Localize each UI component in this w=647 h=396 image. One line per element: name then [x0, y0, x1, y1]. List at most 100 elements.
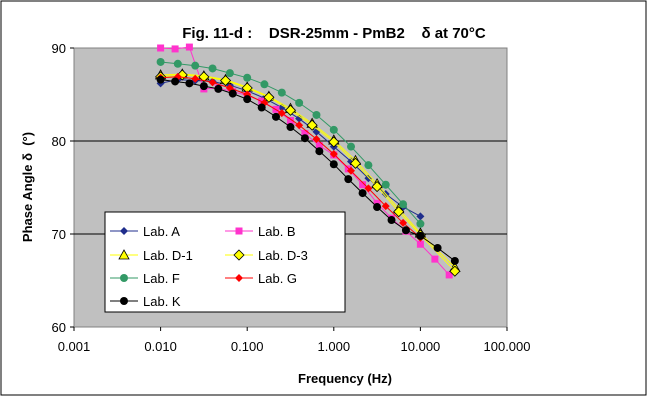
- data-point: [449, 265, 461, 277]
- data-point: [344, 175, 353, 184]
- x-tick-label: 0.010: [144, 339, 177, 354]
- y-axis-title: Phase Angle δ (°): [20, 132, 35, 242]
- data-point: [225, 69, 234, 78]
- legend-item: Lab. D-1: [110, 248, 193, 263]
- legend-label: Lab. B: [258, 224, 296, 239]
- data-point: [243, 73, 252, 82]
- data-point: [156, 75, 165, 84]
- data-point: [393, 206, 405, 218]
- data-point: [173, 59, 182, 68]
- data-point: [399, 200, 408, 209]
- data-point: [387, 216, 396, 225]
- data-point: [295, 98, 304, 107]
- data-point: [191, 74, 200, 83]
- series-line: [160, 61, 421, 225]
- data-point: [359, 181, 367, 189]
- data-point: [364, 161, 373, 170]
- legend-label: Lab. A: [143, 224, 180, 239]
- legend-marker: [120, 227, 128, 235]
- legend-item: Lab. D-3: [225, 248, 308, 263]
- data-point: [260, 80, 269, 89]
- x-tick-label: 10.000: [401, 339, 441, 354]
- data-point: [271, 112, 280, 121]
- data-point: [208, 64, 217, 73]
- data-point: [277, 103, 286, 112]
- chart-title: Fig. 11-d : DSR-25mm - PmB2 δ at 70°C: [182, 25, 486, 42]
- data-point: [329, 150, 338, 159]
- y-tick-label: 80: [52, 134, 66, 149]
- data-point: [277, 88, 286, 97]
- legend-label: Lab. F: [143, 271, 180, 286]
- data-point: [228, 89, 237, 98]
- data-point: [433, 243, 442, 252]
- data-point: [364, 184, 373, 193]
- data-point: [198, 71, 210, 83]
- data-point: [445, 271, 453, 279]
- data-point: [381, 180, 390, 189]
- data-point: [191, 61, 200, 70]
- data-point: [199, 82, 208, 91]
- legend-item: Lab. F: [110, 271, 180, 286]
- series-layer: [154, 43, 461, 279]
- data-point: [171, 45, 179, 53]
- data-point: [243, 95, 252, 104]
- y-tick-label: 90: [52, 41, 66, 56]
- legend-marker: [235, 274, 243, 282]
- data-point: [286, 117, 294, 125]
- legend-item: Lab. G: [225, 271, 297, 286]
- x-axis-title: Frequency (Hz): [298, 371, 392, 386]
- data-point: [450, 256, 459, 265]
- legend-marker: [235, 227, 243, 235]
- data-point: [329, 125, 338, 134]
- legend-items: Lab. A Lab. B Lab. D-1 Lab. D-3 Lab. F Lab. G…: [110, 224, 308, 309]
- data-point: [381, 202, 390, 211]
- x-tick-label: 0.100: [231, 339, 264, 354]
- x-tick-label: 100.000: [484, 339, 531, 354]
- data-point: [263, 91, 275, 103]
- legend-item: Lab. K: [110, 294, 181, 309]
- data-point: [185, 43, 193, 51]
- legend: Lab. A Lab. B Lab. D-1 Lab. D-3 Lab. F Lab. G…: [104, 211, 346, 313]
- data-point: [295, 121, 304, 130]
- legend-label: Lab. D-1: [143, 248, 193, 263]
- data-point: [185, 79, 194, 88]
- x-tick-label: 0.001: [58, 339, 91, 354]
- x-tick-label: 1.000: [318, 339, 351, 354]
- data-point: [416, 219, 425, 228]
- legend-marker: [118, 249, 130, 260]
- legend-box: [104, 211, 346, 313]
- data-point: [277, 109, 286, 118]
- data-point: [286, 123, 295, 132]
- data-point: [300, 134, 309, 143]
- legend-item: Lab. B: [225, 224, 296, 239]
- data-point: [373, 203, 382, 212]
- series-lab-k: [156, 75, 459, 265]
- y-tick-label: 70: [52, 227, 66, 242]
- legend-label: Lab. G: [258, 271, 297, 286]
- data-point: [328, 136, 340, 148]
- data-point: [347, 142, 356, 151]
- legend-item: Lab. A: [110, 224, 180, 239]
- data-point: [257, 103, 266, 112]
- data-point: [258, 97, 266, 105]
- data-point: [358, 189, 367, 198]
- y-tick-label: 60: [52, 320, 66, 335]
- data-point: [416, 212, 425, 221]
- data-point: [156, 57, 165, 66]
- data-point: [399, 218, 408, 227]
- data-point: [208, 78, 217, 87]
- data-point: [295, 114, 304, 123]
- data-point: [219, 74, 232, 87]
- legend-label: Lab. K: [143, 294, 181, 309]
- data-point: [416, 240, 424, 248]
- data-point: [284, 104, 297, 116]
- data-point: [349, 157, 362, 169]
- data-point: [315, 147, 324, 156]
- legend-label: Lab. D-3: [258, 248, 308, 263]
- legend-marker: [233, 249, 245, 261]
- data-point: [312, 135, 321, 144]
- data-point: [431, 255, 439, 263]
- data-point: [329, 160, 338, 169]
